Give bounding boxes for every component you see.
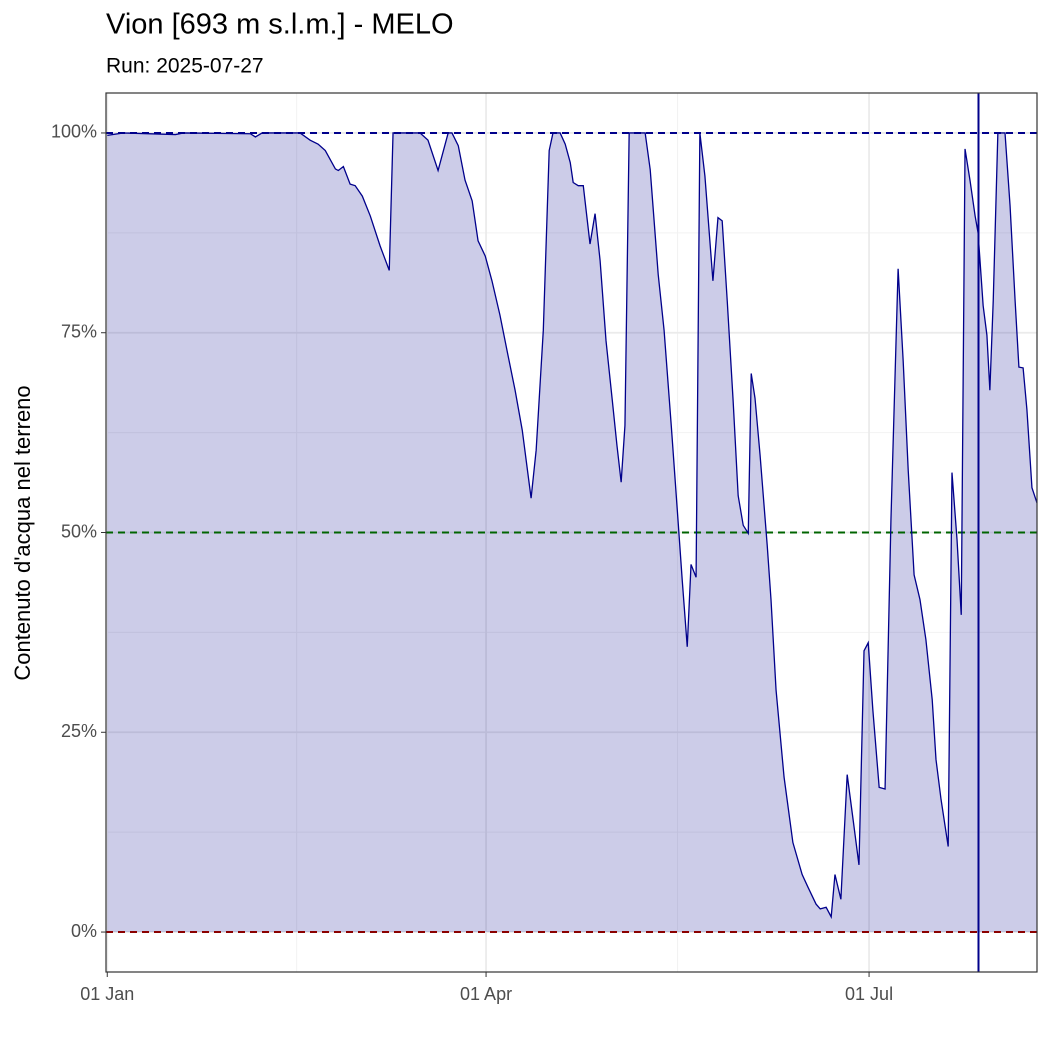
y-tick-label: 50%: [61, 521, 97, 541]
y-tick-label: 75%: [61, 321, 97, 341]
x-tick-label: 01 Jul: [845, 984, 893, 1004]
y-axis-label: Contenuto d'acqua nel terreno: [10, 385, 35, 680]
x-tick-label: 01 Apr: [460, 984, 512, 1004]
chart-subtitle: Run: 2025-07-27: [106, 55, 264, 78]
y-tick-label: 0%: [71, 921, 97, 941]
chart-title: Vion [693 m s.l.m.] - MELO: [106, 9, 454, 41]
y-tick-label: 100%: [51, 122, 97, 142]
x-tick-label: 01 Jan: [80, 984, 134, 1004]
area: [107, 132, 1037, 933]
line: [107, 132, 1038, 920]
y-tick-label: 25%: [61, 721, 97, 741]
panel-border: [105, 92, 1038, 973]
